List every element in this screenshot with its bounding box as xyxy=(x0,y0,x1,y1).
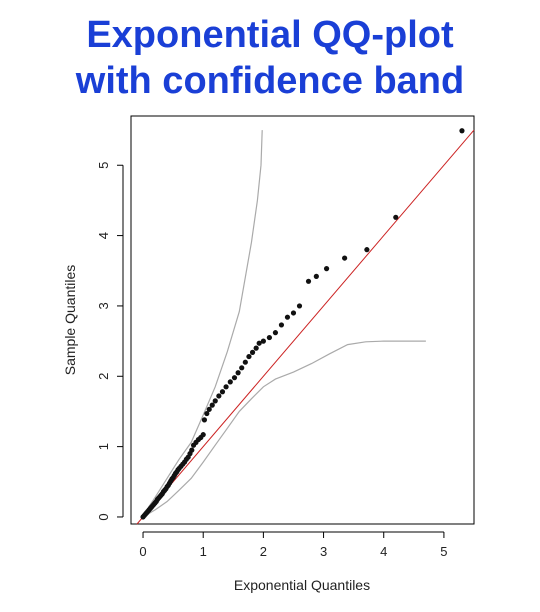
data-point-51 xyxy=(227,379,233,385)
y-tick-label-3: 3 xyxy=(96,302,111,309)
chart-title: Exponential QQ-plot with confidence band xyxy=(0,12,540,104)
data-point-64 xyxy=(284,314,291,320)
band-lower-line xyxy=(142,340,426,518)
data-point-46 xyxy=(209,402,215,408)
x-tick-label-2: 2 xyxy=(260,544,267,559)
plot-frame xyxy=(130,115,475,525)
data-point-48 xyxy=(216,393,222,399)
data-point-37 xyxy=(189,447,195,453)
x-tick-label-4: 4 xyxy=(380,544,387,559)
data-point-54 xyxy=(239,365,245,371)
data-point-43 xyxy=(201,417,208,423)
y-tick-label-0: 0 xyxy=(96,513,111,520)
data-point-47 xyxy=(212,398,218,404)
y-tick-label-1: 1 xyxy=(96,443,111,450)
data-point-52 xyxy=(231,375,238,381)
data-point-60 xyxy=(260,338,266,344)
reference-line-segment xyxy=(136,129,475,525)
data-point-59 xyxy=(256,340,262,346)
y-tick-label-2: 2 xyxy=(96,373,111,380)
data-point-66 xyxy=(296,303,303,309)
data-point-69 xyxy=(323,266,330,272)
data-point-70 xyxy=(342,255,348,261)
data-point-42 xyxy=(200,432,206,438)
y-axis: 0 1 2 3 4 5 xyxy=(96,162,124,521)
confidence-band xyxy=(142,130,426,518)
data-point-71 xyxy=(364,247,370,253)
data-point-73 xyxy=(459,128,465,134)
data-point-45 xyxy=(206,406,212,412)
data-point-50 xyxy=(223,384,229,390)
data-point-65 xyxy=(290,310,297,316)
data-point-57 xyxy=(249,349,256,355)
data-point-67 xyxy=(305,278,312,284)
x-tick-label-1: 1 xyxy=(200,544,207,559)
reference-line xyxy=(136,129,475,525)
x-tick-label-5: 5 xyxy=(440,544,447,559)
band-upper-line xyxy=(142,130,263,516)
data-point-58 xyxy=(253,345,259,351)
x-axis-label: Exponential Quantiles xyxy=(234,577,370,593)
data-point-61 xyxy=(266,334,273,341)
y-tick-label-4: 4 xyxy=(96,232,111,239)
data-point-53 xyxy=(235,370,241,376)
data-point-72 xyxy=(393,214,399,220)
y-axis-label: Sample Quantiles xyxy=(62,265,78,376)
x-tick-label-0: 0 xyxy=(139,544,146,559)
chart-title-line-1: Exponential QQ-plot xyxy=(86,14,454,56)
data-point-63 xyxy=(278,322,285,328)
data-point-62 xyxy=(272,330,279,336)
x-tick-label-3: 3 xyxy=(320,544,327,559)
data-point-55 xyxy=(242,359,248,365)
data-point-68 xyxy=(313,273,319,279)
chart-title-line-2: with confidence band xyxy=(75,60,465,102)
y-tick-label-5: 5 xyxy=(96,162,111,169)
x-axis: 0 1 2 3 4 5 xyxy=(139,531,448,559)
data-point-49 xyxy=(219,389,226,395)
data-point-56 xyxy=(246,353,252,360)
data-points xyxy=(140,128,465,520)
data-point-44 xyxy=(204,410,210,417)
